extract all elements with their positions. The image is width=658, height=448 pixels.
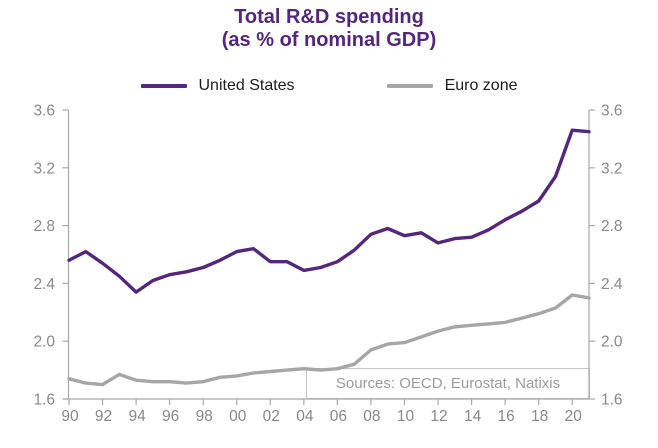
x-axis-tick-label: 08 xyxy=(363,408,380,425)
x-axis-tick-label: 96 xyxy=(162,408,179,425)
us-line-swatch xyxy=(140,84,187,88)
x-axis-tick-label: 10 xyxy=(397,408,415,425)
x-axis-tick-label: 06 xyxy=(330,408,347,425)
chart-title-line1: Total R&D spending xyxy=(234,6,424,28)
x-axis-tick-label: 02 xyxy=(263,408,280,425)
legend-label-euro-zone: Euro zone xyxy=(444,77,518,94)
y-axis-tick-label-right: 3.2 xyxy=(601,160,623,177)
chart-title-line2: (as % of nominal GDP) xyxy=(221,29,437,51)
y-axis-tick-label-left: 2.0 xyxy=(33,334,55,351)
y-axis-tick-label-right: 3.6 xyxy=(601,103,623,120)
chart-title: Total R&D spending (as % of nominal GDP) xyxy=(0,6,658,52)
y-axis-tick-label-left: 1.6 xyxy=(33,392,55,409)
y-axis-tick-label-right: 2.8 xyxy=(601,218,623,235)
y-axis-tick-label-left: 3.2 xyxy=(33,160,55,177)
y-axis-tick-label-right: 2.4 xyxy=(601,276,623,293)
legend-item-euro-zone: Euro zone xyxy=(386,77,518,95)
euro-zone-line-swatch xyxy=(386,84,433,88)
x-axis-tick-label: 92 xyxy=(95,408,112,425)
y-axis-tick-label-right: 2.0 xyxy=(601,334,623,351)
legend: United States Euro zone xyxy=(0,76,658,96)
x-axis-tick-label: 98 xyxy=(196,408,213,425)
x-axis-tick-label: 16 xyxy=(498,408,515,425)
sources-note-text: Sources: OECD, Eurostat, Natixis xyxy=(335,375,561,392)
x-axis-tick-label: 12 xyxy=(430,408,447,425)
x-axis-tick-label: 20 xyxy=(565,408,583,425)
y-axis-tick-label-right: 1.6 xyxy=(601,392,623,409)
x-axis-tick-label: 94 xyxy=(128,408,146,425)
us-data-line xyxy=(67,128,591,294)
y-axis-tick-label-left: 2.8 xyxy=(33,218,55,235)
legend-label-united-states: United States xyxy=(198,77,295,94)
x-axis-tick-label: 18 xyxy=(531,408,548,425)
x-axis-tick-label: 00 xyxy=(229,408,247,425)
legend-item-united-states: United States xyxy=(140,77,295,95)
x-axis-tick-label: 04 xyxy=(296,408,314,425)
y-axis-tick-label-left: 3.6 xyxy=(33,103,55,120)
y-axis-tick-label-left: 2.4 xyxy=(33,276,55,293)
euro-zone-data-line xyxy=(67,293,591,387)
x-axis-tick-label: 14 xyxy=(464,408,482,425)
x-axis-tick-label: 90 xyxy=(61,408,79,425)
